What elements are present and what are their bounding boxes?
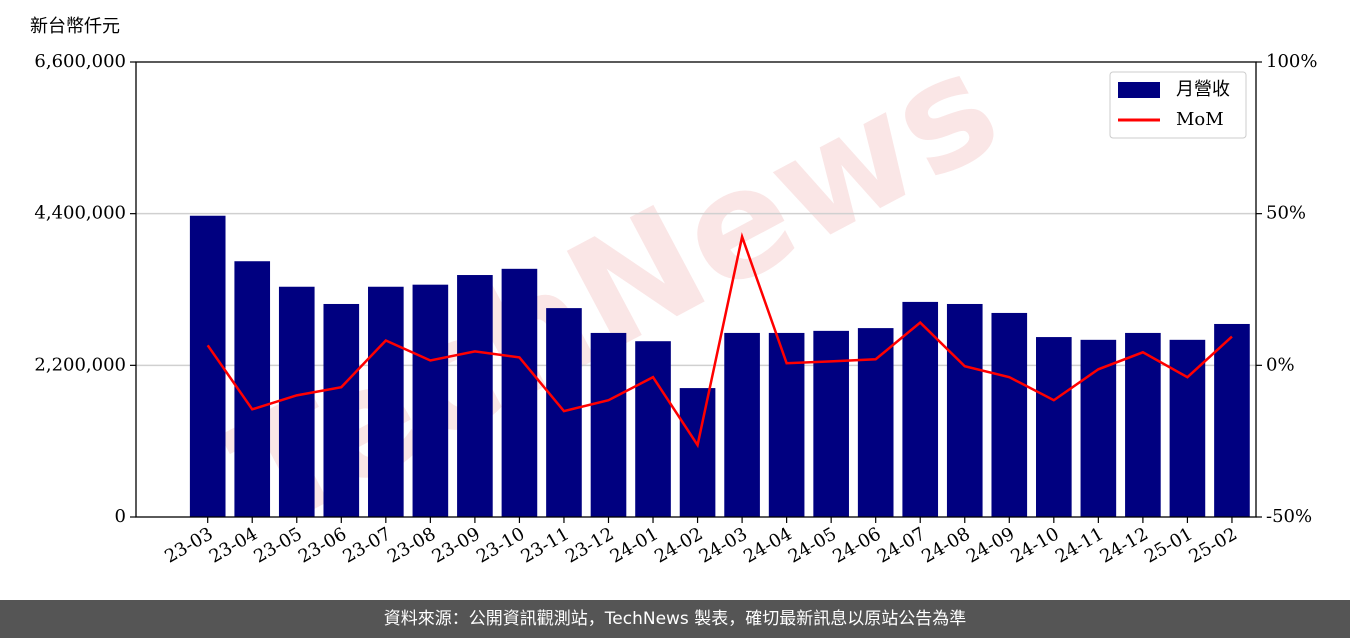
y-tick-label: 2,200,000 bbox=[34, 354, 126, 375]
x-tick-label: 24-04 bbox=[740, 523, 795, 567]
x-tick-label: 23-09 bbox=[428, 523, 483, 567]
x-tick-label: 24-07 bbox=[874, 523, 929, 567]
line bbox=[206, 232, 1233, 449]
bar bbox=[323, 303, 360, 517]
bar bbox=[902, 301, 939, 517]
x-tick-label: 24-10 bbox=[1007, 523, 1062, 567]
y2-tick-label: 50% bbox=[1266, 203, 1306, 224]
bar bbox=[857, 328, 894, 517]
x-tick-label: 25-01 bbox=[1141, 523, 1196, 567]
x-tick-label: 24-06 bbox=[829, 523, 884, 567]
y-tick-label: 0 bbox=[115, 506, 126, 527]
bar bbox=[946, 303, 983, 517]
bar bbox=[501, 268, 538, 517]
plot-frame bbox=[135, 61, 1257, 518]
x-tick-label: 24-02 bbox=[651, 523, 706, 567]
footer: 資料來源：公開資訊觀測站，TechNews 製表，確切最新訊息以原站公告為準 bbox=[0, 600, 1350, 638]
y-tick-label: 4,400,000 bbox=[34, 203, 126, 224]
y2-tick-label: 0% bbox=[1266, 354, 1295, 375]
bar bbox=[813, 330, 849, 517]
x-tick-label: 24-01 bbox=[607, 523, 662, 567]
bar bbox=[278, 286, 315, 517]
bar bbox=[590, 332, 627, 517]
bar bbox=[234, 261, 271, 517]
bar bbox=[368, 286, 404, 517]
bar bbox=[1125, 332, 1161, 517]
x-tick-label: 23-03 bbox=[161, 523, 216, 567]
bar bbox=[1214, 323, 1250, 517]
bar bbox=[991, 312, 1028, 517]
y2-tick-label: -50% bbox=[1266, 506, 1312, 527]
bar bbox=[189, 215, 226, 517]
bar bbox=[724, 332, 760, 517]
x-tick-label: 24-03 bbox=[696, 523, 751, 567]
bar bbox=[635, 341, 671, 517]
legend-label: 月營收 bbox=[1176, 79, 1230, 100]
x-tick-label: 24-09 bbox=[963, 523, 1018, 567]
x-tick-label: 24-11 bbox=[1052, 523, 1107, 567]
x-tick-label: 23-12 bbox=[562, 523, 617, 567]
x-tick-label: 24-05 bbox=[785, 523, 840, 567]
chart: 新台幣仟元 TechNews 02,200,0004,400,0006,600,… bbox=[30, 16, 1317, 568]
x-tick-label: 24-08 bbox=[918, 523, 973, 567]
x-tick-label: 23-11 bbox=[518, 523, 573, 567]
y-tick-label: 6,600,000 bbox=[34, 51, 126, 72]
legend-label: MoM bbox=[1176, 109, 1224, 130]
x-tick-label: 25-02 bbox=[1186, 523, 1241, 567]
y-axis-label: 新台幣仟元 bbox=[30, 16, 120, 37]
y2-tick-label: 100% bbox=[1266, 51, 1317, 72]
bar bbox=[546, 308, 582, 517]
bar bbox=[457, 275, 493, 517]
legend-swatch bbox=[1118, 82, 1160, 98]
x-tick-label: 23-04 bbox=[206, 523, 261, 567]
x-tick-label: 23-10 bbox=[473, 523, 528, 567]
bar bbox=[1036, 337, 1072, 517]
bar bbox=[679, 388, 716, 517]
x-tick-label: 23-08 bbox=[384, 523, 439, 567]
bar bbox=[412, 284, 449, 517]
x-tick-label: 24-12 bbox=[1096, 523, 1151, 567]
bar bbox=[1080, 339, 1117, 517]
